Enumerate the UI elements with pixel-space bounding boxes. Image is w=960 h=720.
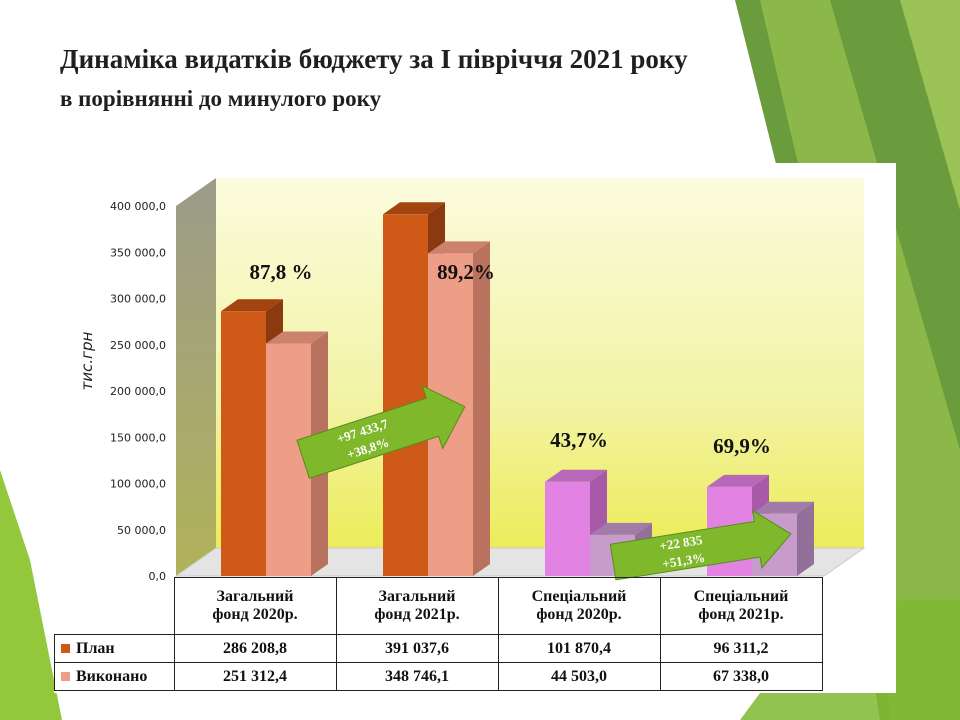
slide-title: Динаміка видатків бюджету за І півріччя … bbox=[60, 44, 688, 74]
bar-top bbox=[383, 202, 445, 215]
table-cell: 391 037,6 bbox=[335, 634, 499, 663]
y-tick-label: 400 000,0 bbox=[110, 200, 166, 213]
table-cell: 286 208,8 bbox=[173, 634, 337, 663]
data-table: Загальний фонд 2020р. Загальний фонд 2021р… bbox=[54, 577, 823, 691]
arrow-label-value: +22 835 bbox=[658, 532, 703, 554]
bars bbox=[221, 202, 814, 576]
slide-subtitle: в порівнянні до минулого року bbox=[60, 86, 382, 111]
y-tick-label: 250 000,0 bbox=[110, 339, 166, 352]
table-header-2: Загальний фонд 2021р. bbox=[335, 577, 499, 635]
data-labels: 87,8 % 89,2% 43,7% 69,9% bbox=[250, 260, 771, 458]
table-header-4: Спеціальний фонд 2021р. bbox=[659, 577, 823, 635]
side-wall bbox=[176, 178, 216, 576]
percent-label: 87,8 % bbox=[250, 260, 313, 284]
y-tick-label: 100 000,0 bbox=[110, 478, 166, 491]
tick-label-line2: фонд 2021р. bbox=[374, 606, 460, 623]
tick-label-line2: фонд 2020р. bbox=[536, 606, 622, 623]
percent-label: 43,7% bbox=[550, 428, 608, 452]
y-tick-label: 350 000,0 bbox=[110, 246, 166, 259]
y-axis: 0,0 50 000,0 100 000,0 150 000,0 200 000,0 25… bbox=[78, 200, 166, 583]
legend-swatch-executed bbox=[61, 671, 70, 681]
table-corner bbox=[55, 578, 175, 635]
table-cell: 251 312,4 bbox=[173, 662, 337, 691]
bar-top bbox=[428, 241, 490, 254]
tick-label-line1: Спеціальний bbox=[531, 588, 627, 605]
tick-label-line1: Спеціальний bbox=[693, 588, 789, 605]
bar-side bbox=[797, 501, 814, 576]
bar-chart: 0,0 50 000,0 100 000,0 150 000,0 200 000,0 25… bbox=[78, 178, 866, 583]
legend-plan: План bbox=[54, 634, 175, 663]
y-tick-label: 150 000,0 bbox=[110, 431, 166, 444]
bar-side bbox=[473, 241, 490, 576]
legend-label: Виконано bbox=[76, 667, 148, 685]
y-tick-label: 0,0 bbox=[149, 570, 167, 583]
tick-label-line1: Загальний bbox=[378, 588, 456, 605]
table-cell: 67 338,0 bbox=[659, 662, 823, 691]
bar-top bbox=[590, 522, 652, 535]
table-cell: 44 503,0 bbox=[497, 662, 661, 691]
bar-top bbox=[707, 474, 769, 487]
table-header-3: Спеціальний фонд 2020р. bbox=[497, 577, 661, 635]
legend-executed: Виконано bbox=[54, 662, 175, 691]
y-tick-label: 300 000,0 bbox=[110, 293, 166, 306]
growth-arrow: +22 835+51,3% bbox=[609, 509, 792, 581]
tick-label-line2: фонд 2021р. bbox=[698, 606, 784, 623]
arrow-shape bbox=[296, 384, 466, 479]
bar-front bbox=[545, 481, 590, 576]
table-cell: 101 870,4 bbox=[497, 634, 661, 663]
y-tick-label: 50 000,0 bbox=[117, 524, 166, 537]
arrow-shape bbox=[609, 509, 792, 581]
bar-top bbox=[221, 299, 283, 312]
background-left-green bbox=[0, 470, 62, 720]
percent-label: 69,9% bbox=[713, 434, 771, 458]
tick-label-line1: Загальний bbox=[216, 588, 294, 605]
percent-label: 89,2% bbox=[437, 260, 495, 284]
bar-top bbox=[266, 331, 328, 344]
background-right-accent bbox=[900, 0, 960, 210]
bar-front bbox=[221, 311, 266, 576]
table-header-1: Загальний фонд 2020р. bbox=[173, 577, 337, 635]
arrow-label-percent: +51,3% bbox=[661, 550, 706, 572]
table-cell: 96 311,2 bbox=[659, 634, 823, 663]
legend-label: План bbox=[76, 639, 115, 657]
bar-top bbox=[545, 469, 607, 482]
table-cell: 348 746,1 bbox=[335, 662, 499, 691]
y-tick-label: 200 000,0 bbox=[110, 385, 166, 398]
bar-top bbox=[752, 501, 814, 514]
legend-swatch-plan bbox=[61, 643, 70, 653]
tick-label-line2: фонд 2020р. bbox=[212, 606, 298, 623]
bar-front bbox=[383, 214, 428, 576]
y-axis-label: тис.грн bbox=[78, 331, 96, 390]
